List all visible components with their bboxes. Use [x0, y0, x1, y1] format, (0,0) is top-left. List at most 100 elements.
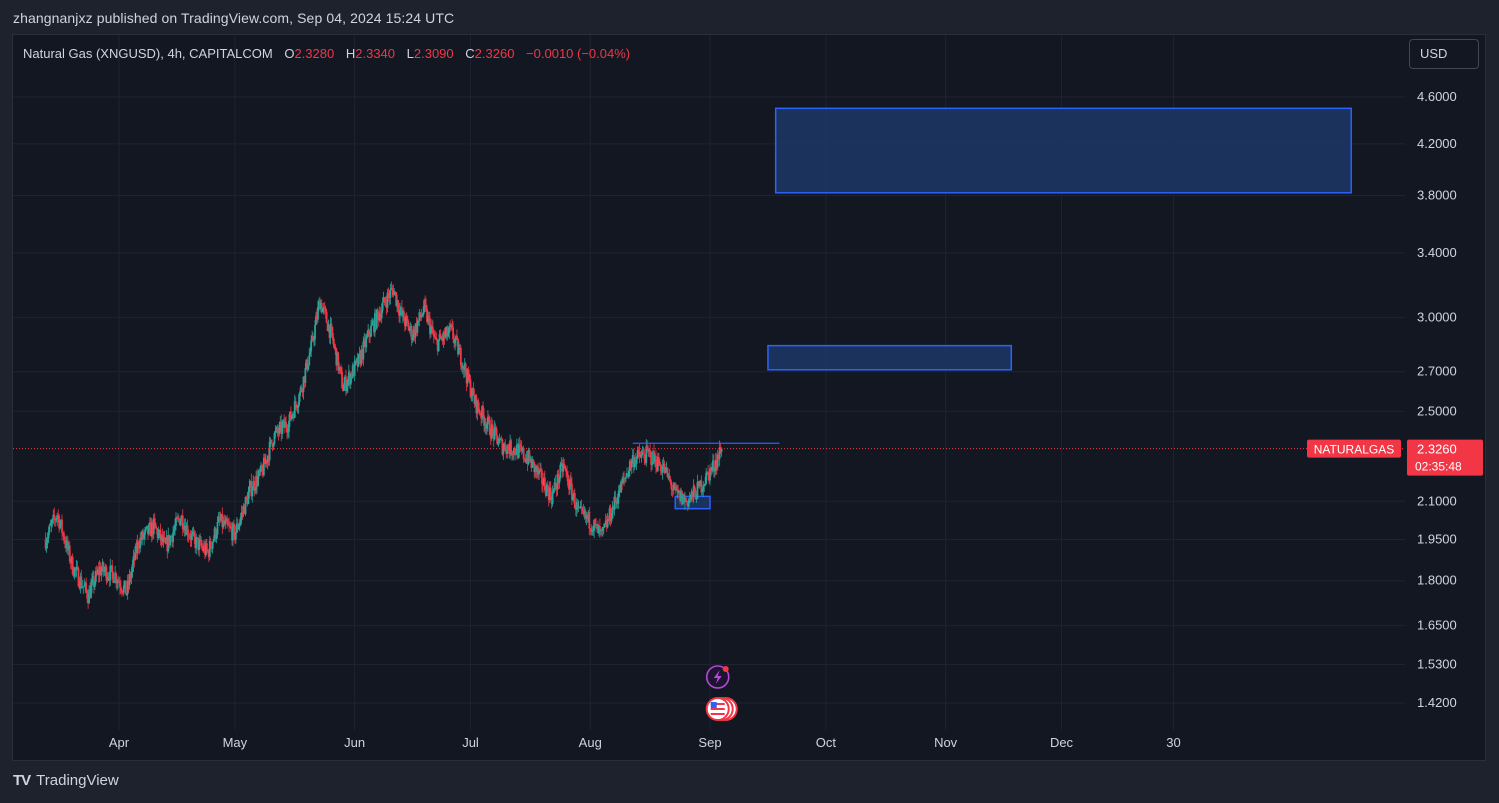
candle	[524, 454, 527, 464]
event-icons[interactable]	[705, 665, 738, 721]
candle	[418, 308, 421, 327]
candle	[374, 308, 376, 338]
candle	[674, 482, 677, 494]
candle	[659, 461, 662, 476]
candle	[435, 332, 438, 345]
candle	[279, 416, 282, 433]
current-price-label: 2.3260	[1417, 442, 1457, 457]
candle	[44, 532, 47, 551]
candle	[581, 506, 584, 515]
candle	[321, 307, 324, 313]
time-tick-label: Aug	[579, 735, 602, 750]
candle	[567, 470, 569, 489]
candle	[277, 427, 280, 441]
candle	[497, 437, 500, 448]
candle	[423, 298, 426, 315]
candle	[94, 566, 97, 585]
candle	[714, 452, 717, 475]
candle	[164, 537, 167, 545]
price-tick-label: 2.1000	[1417, 493, 1457, 508]
currency-button[interactable]: USD	[1409, 39, 1479, 69]
candle	[576, 499, 579, 514]
candle	[696, 474, 699, 499]
candle	[104, 564, 107, 577]
time-tick-label: Jul	[462, 735, 479, 750]
candle	[394, 291, 397, 296]
candle	[404, 313, 407, 331]
candle	[660, 464, 663, 476]
candle	[302, 376, 305, 400]
price-tick-label: 4.6000	[1417, 89, 1457, 104]
candle	[461, 362, 464, 375]
candle	[72, 566, 75, 578]
candle	[599, 529, 602, 536]
candle	[237, 524, 240, 530]
candle	[292, 410, 295, 422]
candle	[701, 488, 704, 496]
candle	[181, 509, 184, 536]
candle	[627, 467, 630, 479]
candle	[716, 449, 719, 471]
candle	[588, 507, 591, 536]
candle	[527, 447, 530, 466]
candle	[682, 494, 684, 505]
candle	[685, 500, 688, 506]
candle	[646, 440, 649, 453]
candle	[620, 479, 623, 493]
candle	[193, 529, 196, 545]
candle	[361, 349, 364, 363]
price-tick-label: 2.5000	[1417, 403, 1457, 418]
candle	[657, 452, 660, 467]
candle	[383, 296, 386, 306]
candle	[693, 484, 696, 492]
open-label: O	[284, 46, 295, 61]
candle	[295, 404, 298, 412]
candle	[273, 431, 276, 446]
chart-frame[interactable]: 4.6000 4.2000 3.8000 3.4000 3.0000 2.7000 2.50…	[12, 34, 1486, 761]
candle	[348, 370, 351, 389]
candle	[634, 452, 637, 468]
time-axis[interactable]: Apr May Jun Jul Aug Sep Oct Nov Dec 30	[109, 735, 1181, 750]
lightning-event-icon[interactable]	[705, 665, 730, 689]
candle	[235, 517, 238, 534]
candle	[392, 284, 395, 298]
candle	[138, 540, 141, 555]
candle	[390, 281, 393, 291]
price-axis[interactable]: 4.6000 4.2000 3.8000 3.4000 3.0000 2.7000 2.50…	[1417, 89, 1457, 710]
price-chart[interactable]: 4.6000 4.2000 3.8000 3.4000 3.0000 2.7000 2.50…	[13, 35, 1486, 761]
candle	[349, 373, 352, 389]
candle	[141, 529, 144, 546]
candle	[462, 365, 465, 378]
candle	[331, 326, 334, 340]
candle	[387, 287, 390, 302]
candle	[669, 476, 672, 485]
candle	[603, 523, 606, 529]
candle	[202, 543, 204, 553]
candle	[120, 580, 122, 594]
candle	[180, 514, 183, 520]
candle	[242, 503, 245, 518]
candle	[307, 364, 310, 371]
time-tick-label: Nov	[934, 735, 958, 750]
candle	[262, 453, 265, 477]
candle	[615, 497, 618, 509]
candle	[585, 511, 588, 526]
candle	[508, 442, 511, 459]
candle	[384, 296, 387, 307]
candle	[300, 384, 303, 393]
candle	[209, 537, 212, 549]
supply-demand-zone[interactable]	[767, 344, 1013, 371]
candle	[229, 521, 231, 529]
candle	[152, 514, 155, 539]
candle	[413, 326, 416, 342]
candle	[499, 437, 502, 441]
tradingview-brand[interactable]: TV TradingView	[13, 772, 119, 789]
candle	[528, 449, 531, 463]
candle	[169, 535, 172, 548]
candle	[73, 566, 76, 580]
us-flag-event-icon[interactable]	[705, 697, 738, 721]
candle	[153, 512, 156, 529]
supply-demand-zone[interactable]	[774, 107, 1352, 194]
candle	[183, 518, 186, 537]
candle	[271, 442, 274, 452]
